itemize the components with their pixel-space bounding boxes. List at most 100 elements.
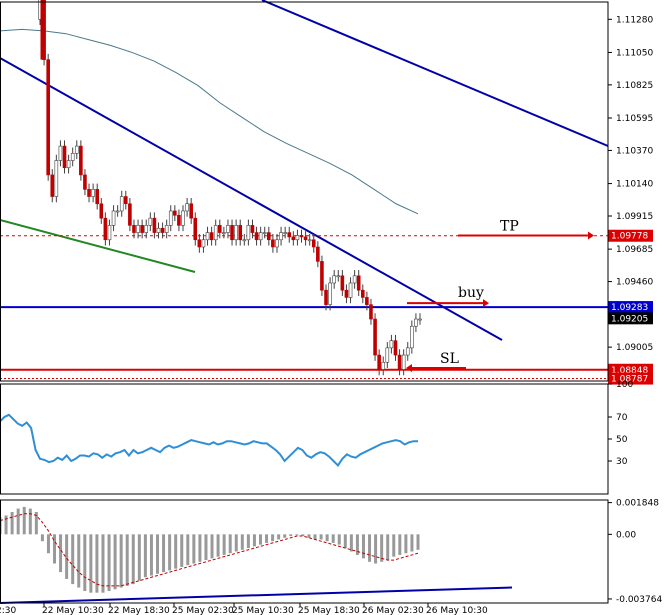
macd-hist-bar [246, 534, 250, 549]
price-tick-label: 1.09915 [616, 212, 653, 222]
macd-hist-bar [337, 534, 341, 545]
candle-body [360, 289, 365, 298]
macd-hist-bar [10, 512, 14, 535]
candle-body [311, 239, 316, 248]
lower-channel-line [0, 57, 503, 341]
macd-hist-bar [380, 534, 384, 562]
candle-body [99, 203, 104, 219]
candle-body [177, 214, 181, 226]
candle-body [54, 160, 59, 197]
macd-hist-bar [40, 534, 44, 542]
rsi-line [0, 413, 418, 467]
macd-hist-bar [149, 534, 153, 576]
macd-hist-bar [28, 508, 32, 535]
macd-hist-bar [222, 534, 226, 555]
rsi-tick-label: 30 [616, 457, 628, 467]
macd-hist-bar [216, 534, 220, 557]
candle-body [119, 196, 124, 212]
macd-hist-bar [307, 534, 311, 538]
candle-body [230, 225, 234, 241]
candle-body [185, 203, 189, 212]
candle-body [246, 225, 251, 241]
macd-hist-bar [289, 534, 293, 537]
macd-hist-bar [374, 534, 378, 564]
candle-body [267, 232, 271, 241]
pane-border [0, 383, 609, 495]
macd-hist-bar [295, 534, 299, 536]
candle-body [103, 217, 108, 241]
macd-hist-bar [283, 534, 287, 538]
macd-divergence-line [0, 586, 513, 604]
price-tag-label: 1.08787 [611, 375, 648, 385]
candle-body [87, 189, 91, 197]
candle-body [79, 145, 83, 176]
candle-body [205, 232, 210, 241]
macd-hist-bar [265, 534, 269, 543]
candle-body [222, 232, 226, 234]
candle-body [238, 225, 243, 241]
candle-body [320, 261, 324, 291]
candle-body [136, 225, 140, 233]
price-tag-label: 1.09205 [611, 314, 648, 324]
price-tick-label: 1.09005 [616, 343, 653, 353]
sl-arrow-head [406, 364, 412, 373]
price-tick-label: 1.09685 [616, 245, 653, 255]
candle-body [389, 340, 394, 349]
macd-hist-bar [71, 534, 75, 585]
price-tick-label: 1.11050 [616, 48, 653, 58]
candle-body [217, 225, 222, 233]
sl-label: SL [440, 351, 459, 367]
price-tag-box [608, 301, 653, 314]
candles-group [38, 0, 422, 376]
candle-body [70, 153, 75, 161]
candle-body [393, 340, 398, 356]
price-tag-box [608, 229, 653, 242]
macd-hist-bar [368, 534, 372, 562]
macd-hist-bar [410, 534, 414, 552]
candle-body [299, 235, 304, 238]
tp-label: TP [500, 218, 519, 234]
macd-hist-bar [46, 534, 50, 554]
price-tag-box [608, 372, 653, 385]
time-tick-label: 25 May 18:30 [298, 606, 360, 615]
pane-frames [0, 1, 609, 604]
candle-body [418, 318, 422, 321]
macd-hist-bar [53, 534, 57, 564]
price-tick-label: 1.10825 [616, 81, 653, 91]
candle-body [405, 347, 410, 356]
candle-body [168, 210, 173, 226]
macd-hist-bar [258, 534, 262, 545]
macd-hist-bar [22, 506, 26, 535]
candle-body [197, 239, 202, 248]
candle-body [377, 354, 381, 370]
candle-body [307, 239, 312, 242]
candle-body [381, 361, 386, 370]
time-tick-label: 22 May 18:30 [108, 606, 170, 615]
price-tag-box [608, 312, 653, 325]
macd-hist-bar [34, 512, 38, 535]
candle-body [201, 239, 206, 248]
time-tick-label: 2:30 [0, 606, 16, 615]
macd-hist-bar [65, 534, 69, 579]
candle-body [295, 235, 300, 241]
macd-hist-bar [271, 534, 275, 542]
candle-body [258, 232, 263, 241]
candle-body [414, 318, 418, 327]
candle-body [181, 210, 185, 226]
macd-hist-bar [355, 534, 359, 555]
time-tick-label: 26 May 10:30 [426, 606, 488, 615]
candle-body [46, 59, 50, 176]
candle-body [316, 246, 320, 262]
candle-body [348, 282, 353, 298]
pane-border [0, 1, 609, 382]
macd-hist-bar [59, 534, 63, 573]
macd-hist-bar [119, 534, 123, 588]
candle-body [336, 275, 341, 278]
price-tag-label: 1.09778 [611, 232, 648, 242]
macd-hist-bar [240, 534, 244, 550]
macd-hist-bar [180, 534, 184, 567]
candle-body [148, 217, 153, 226]
macd-signal-line [0, 513, 419, 587]
macd-tick-label: 0.001848 [616, 499, 659, 509]
